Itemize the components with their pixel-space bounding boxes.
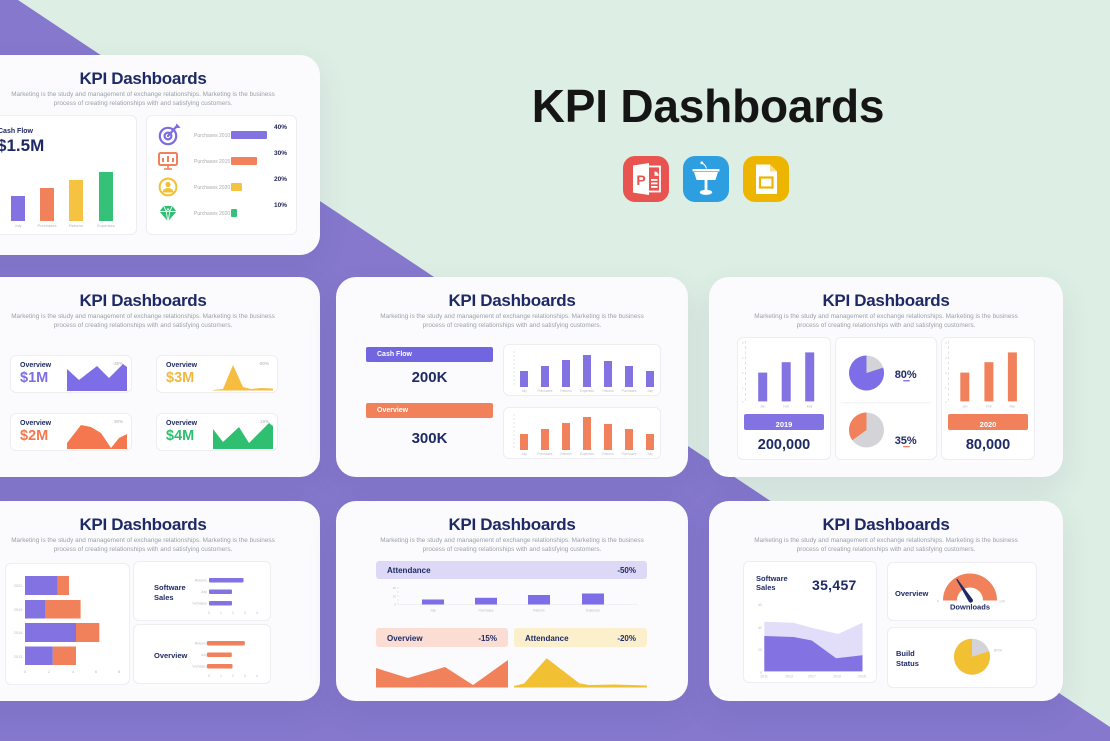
svg-text:2019: 2019 <box>833 675 841 679</box>
svg-text:Returns: Returns <box>195 579 208 583</box>
svg-text:Expenses: Expenses <box>586 609 600 613</box>
svg-text:July: July <box>647 452 653 456</box>
svg-text:Purchases 2010: Purchases 2010 <box>194 133 230 139</box>
svg-text:Returns: Returns <box>533 609 545 613</box>
svg-text:15: 15 <box>393 595 397 599</box>
svg-text:Downloads: Downloads <box>950 603 990 612</box>
svg-text:P: P <box>636 172 645 188</box>
svg-text:1: 1 <box>220 674 222 678</box>
svg-text:Expenses: Expenses <box>97 223 115 228</box>
svg-text:July: July <box>201 590 207 594</box>
svg-text:Purchases 2020: Purchases 2020 <box>194 185 230 191</box>
svg-text:6: 6 <box>742 341 744 345</box>
svg-text:Feb: Feb <box>783 405 789 409</box>
svg-text:0: 0 <box>742 400 744 404</box>
svg-text:July: July <box>201 653 207 657</box>
svg-text:0: 0 <box>394 603 396 607</box>
svg-text:40: 40 <box>758 626 762 630</box>
svg-text:1: 1 <box>220 611 222 615</box>
svg-text:Returns: Returns <box>195 642 208 646</box>
svg-text:Purchases: Purchases <box>192 602 207 606</box>
svg-text:Purchases: Purchases <box>38 223 57 228</box>
svg-text:Returns: Returns <box>560 452 572 456</box>
svg-text:0: 0 <box>208 611 210 615</box>
svg-text:Feb: Feb <box>986 405 992 409</box>
svg-text:80%: 80% <box>895 369 917 381</box>
svg-text:2022: 2022 <box>14 583 24 588</box>
svg-text:Returns: Returns <box>602 389 614 393</box>
svg-text:4: 4 <box>72 669 75 674</box>
svg-text:2: 2 <box>232 611 234 615</box>
svg-text:Purchases: Purchases <box>478 609 493 613</box>
svg-text:2013: 2013 <box>785 675 793 679</box>
svg-text:Returns: Returns <box>560 389 572 393</box>
svg-text:10%: 10% <box>274 202 287 209</box>
svg-text:Jan: Jan <box>962 405 968 409</box>
svg-text:20%: 20% <box>274 176 287 183</box>
svg-text:30%: 30% <box>274 150 287 157</box>
svg-text:July: July <box>14 223 21 228</box>
svg-text:8: 8 <box>118 669 121 674</box>
svg-text:July: July <box>521 452 527 456</box>
svg-text:20: 20 <box>758 648 762 652</box>
svg-text:2: 2 <box>742 371 744 375</box>
svg-text:Mar: Mar <box>1009 405 1016 409</box>
svg-text:Expenses: Expenses <box>580 389 594 393</box>
svg-text:2011: 2011 <box>760 675 768 679</box>
svg-text:Returns: Returns <box>602 452 614 456</box>
svg-text:Purchases: Purchases <box>621 452 636 456</box>
svg-text:3: 3 <box>244 674 246 678</box>
svg-text:0: 0 <box>945 400 947 404</box>
svg-text:Expenses: Expenses <box>580 452 594 456</box>
svg-text:2019: 2019 <box>14 607 24 612</box>
svg-text:2: 2 <box>232 674 234 678</box>
svg-text:3: 3 <box>244 611 246 615</box>
svg-text:30: 30 <box>393 586 397 590</box>
svg-text:80%: 80% <box>994 648 1002 653</box>
svg-text:2017: 2017 <box>808 675 816 679</box>
svg-text:6: 6 <box>945 341 947 345</box>
svg-text:0: 0 <box>208 674 210 678</box>
svg-text:40%: 40% <box>274 124 287 131</box>
svg-text:Purchases: Purchases <box>537 452 552 456</box>
svg-text:2: 2 <box>945 371 947 375</box>
svg-text:Returns: Returns <box>69 223 83 228</box>
svg-text:4: 4 <box>742 356 744 360</box>
svg-text:0: 0 <box>937 600 939 604</box>
svg-text:July: July <box>647 389 653 393</box>
svg-text:35%: 35% <box>895 435 917 447</box>
svg-text:60: 60 <box>758 603 762 607</box>
svg-text:0: 0 <box>24 669 27 674</box>
svg-text:2013: 2013 <box>14 654 24 659</box>
svg-text:Mar: Mar <box>807 405 814 409</box>
svg-text:2015: 2015 <box>858 675 866 679</box>
svg-text:4: 4 <box>256 611 258 615</box>
svg-text:Purchases 2020: Purchases 2020 <box>194 211 230 217</box>
svg-text:100: 100 <box>999 600 1005 604</box>
svg-text:July: July <box>430 609 436 613</box>
svg-text:2016: 2016 <box>14 630 24 635</box>
svg-text:Purchases: Purchases <box>192 665 207 669</box>
svg-text:2: 2 <box>48 669 51 674</box>
svg-text:July: July <box>521 389 527 393</box>
svg-text:1: 1 <box>742 386 744 390</box>
svg-text:Purchases 2015: Purchases 2015 <box>194 159 230 165</box>
svg-text:Jan: Jan <box>760 405 766 409</box>
svg-text:Purchases: Purchases <box>621 389 636 393</box>
svg-text:4: 4 <box>256 674 258 678</box>
svg-text:Purchases: Purchases <box>537 389 552 393</box>
svg-text:6: 6 <box>95 669 98 674</box>
svg-text:1: 1 <box>945 386 947 390</box>
svg-text:4: 4 <box>945 356 947 360</box>
svg-text:0: 0 <box>760 671 762 675</box>
